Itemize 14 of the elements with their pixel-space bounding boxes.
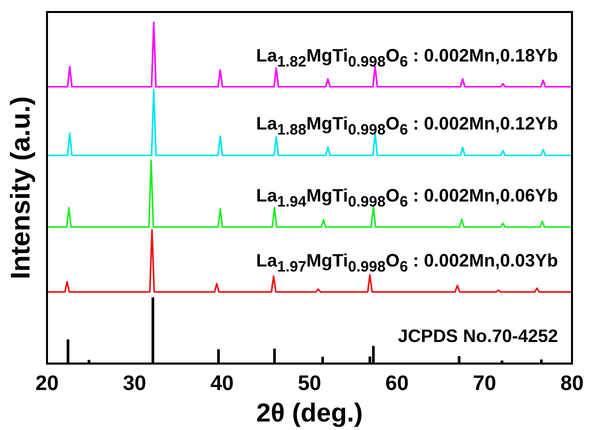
- series-label: La$_{1.94}$MgTi$_{0.998}$O$_{6}$ : 0.002Mn,0.06Yb: [256, 184, 558, 212]
- y-axis-title: Intensity (a.u.): [5, 96, 36, 280]
- x-tick-label: 50: [298, 372, 322, 395]
- series-label: La$_{1.97}$MgTi$_{0.998}$O$_{6}$ : 0.002Mn,0.03Yb: [256, 250, 558, 278]
- x-tick-label: 40: [210, 372, 234, 395]
- x-tick-label: 60: [385, 372, 409, 395]
- x-tick-label: 30: [122, 372, 146, 395]
- series-label: JCPDS No.70-4252: [398, 324, 558, 347]
- x-axis-title: 2θ (deg.): [256, 398, 363, 428]
- series-label: La$_{1.88}$MgTi$_{0.998}$O$_{6}$ : 0.002Mn,0.12Yb: [256, 113, 558, 141]
- x-tick-label: 80: [560, 372, 584, 395]
- x-tick-label: 70: [472, 372, 496, 395]
- x-tick-label: 20: [35, 372, 59, 395]
- series-label: La$_{1.82}$MgTi$_{0.998}$O$_{6}$ : 0.002Mn,0.18Yb: [256, 44, 558, 72]
